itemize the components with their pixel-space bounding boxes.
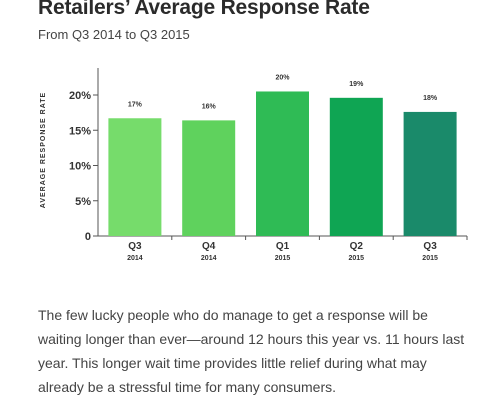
x-tick-label: Q4: [202, 241, 216, 252]
bar: [403, 111, 457, 236]
chart-title: Retailers’ Average Response Rate: [38, 0, 370, 19]
x-tick-sublabel: 2015: [349, 255, 365, 262]
x-tick-sublabel: 2015: [422, 255, 438, 262]
x-tick-sublabel: 2014: [127, 255, 143, 262]
bar: [108, 118, 162, 236]
x-tick-label: Q3: [423, 241, 437, 252]
y-tick-label: 0: [85, 231, 91, 243]
y-tick-label: 15%: [69, 125, 91, 137]
bar: [256, 91, 309, 236]
y-tick-label: 10%: [69, 161, 91, 173]
data-label: 19%: [349, 81, 364, 88]
y-tick-label: 5%: [75, 196, 91, 208]
x-tick-sublabel: 2015: [275, 255, 291, 262]
bar-chart: 0 5% 10% 15% 20% AVERAGE RESPONSE RATE 17% Q3 20…: [40, 68, 468, 262]
data-label: 20%: [275, 74, 290, 81]
x-tick-sublabel: 2014: [201, 255, 217, 262]
x-tick-label: Q1: [276, 241, 290, 252]
y-axis-title: AVERAGE RESPONSE RATE: [40, 92, 47, 208]
data-label: 18%: [423, 95, 438, 102]
x-tick-label: Q2: [350, 241, 364, 252]
x-tick-label: Q3: [128, 241, 142, 252]
chart-subtitle: From Q3 2014 to Q3 2015: [38, 27, 190, 42]
data-label: 16%: [202, 103, 217, 110]
body-paragraph: The few lucky people who do manage to ge…: [38, 307, 465, 395]
bar: [182, 120, 236, 236]
data-label: 17%: [128, 101, 143, 108]
bar: [329, 97, 383, 236]
y-tick-label: 20%: [69, 90, 91, 102]
